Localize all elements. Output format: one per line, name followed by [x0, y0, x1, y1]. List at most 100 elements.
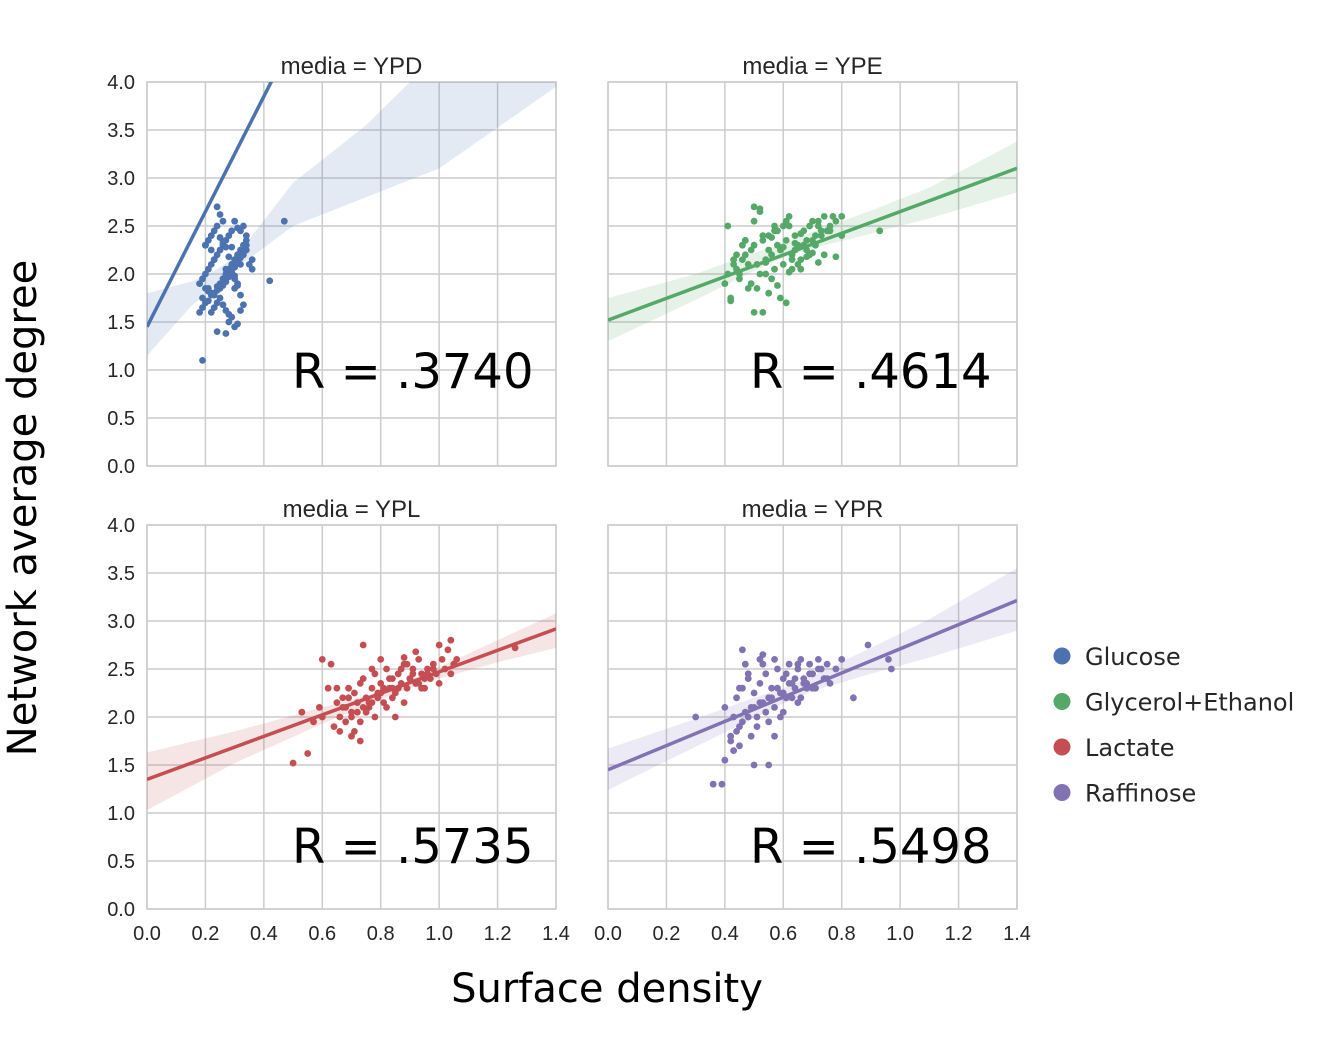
data-point	[400, 654, 408, 661]
data-point	[762, 708, 770, 716]
data-point	[747, 732, 755, 740]
data-point	[371, 713, 379, 721]
legend-item: Raffinose	[1053, 780, 1196, 808]
data-point	[771, 222, 778, 230]
data-point	[234, 320, 241, 328]
panel-title: media = YPD	[281, 53, 423, 80]
data-point	[345, 684, 352, 692]
x-tick-label: 1.2	[945, 923, 973, 945]
data-point	[750, 217, 758, 225]
y-tick-label: 3.5	[107, 120, 135, 142]
data-point	[741, 237, 749, 244]
data-point	[204, 297, 212, 305]
data-point	[753, 723, 761, 730]
data-point	[762, 670, 770, 678]
data-point	[225, 318, 233, 326]
data-point	[237, 291, 244, 299]
data-point	[791, 232, 799, 240]
data-point	[345, 694, 352, 702]
data-point	[412, 648, 420, 656]
data-point	[213, 203, 221, 211]
data-point	[409, 665, 417, 673]
panel-title: media = YPE	[742, 53, 882, 80]
data-point	[318, 656, 326, 663]
data-point	[415, 656, 423, 663]
data-point	[750, 761, 758, 769]
data-point	[219, 217, 227, 225]
r-value-annotation: R = .4614	[750, 344, 992, 400]
data-point	[738, 718, 746, 726]
r-value-annotation: R = .5735	[292, 819, 534, 875]
data-point	[359, 641, 367, 649]
data-point	[359, 675, 367, 682]
data-point	[213, 328, 221, 335]
data-point	[199, 357, 206, 364]
data-point	[782, 237, 790, 244]
data-point	[429, 660, 437, 668]
legend-marker	[1053, 647, 1071, 665]
y-tick-label: 1.0	[107, 360, 135, 382]
data-point	[762, 270, 770, 278]
data-point	[403, 684, 411, 692]
y-tick-label: 4.0	[107, 72, 135, 94]
data-point	[216, 294, 224, 302]
panel-frame	[607, 81, 1018, 467]
x-tick-label: 1.0	[886, 923, 914, 945]
data-point	[753, 713, 761, 721]
data-point	[351, 689, 358, 697]
data-point	[788, 256, 796, 263]
data-point	[794, 660, 802, 668]
data-point	[785, 268, 793, 276]
data-point	[348, 708, 355, 716]
facet-panels: media = YPD R = .3740 0.0 0.5 1.0 1.5 2.0 2.5 3.…	[107, 53, 1031, 945]
data-point	[820, 251, 828, 259]
data-point	[876, 227, 884, 235]
data-point	[438, 656, 446, 663]
data-point	[389, 694, 396, 702]
data-point	[339, 694, 347, 702]
data-point	[838, 213, 846, 220]
data-point	[771, 265, 778, 273]
x-tick-label: 0.8	[367, 923, 395, 945]
data-point	[768, 275, 775, 283]
data-point	[733, 728, 740, 735]
data-point	[444, 646, 452, 654]
x-tick-label: 1.0	[425, 923, 453, 945]
data-point	[718, 780, 726, 788]
legend-label: Glucose	[1085, 643, 1181, 671]
data-point	[779, 708, 787, 716]
data-point	[400, 699, 408, 706]
data-point	[362, 708, 370, 716]
data-point	[391, 713, 399, 721]
data-point	[759, 660, 767, 668]
data-point	[356, 718, 364, 726]
y-axis-label: Network average degree	[0, 260, 46, 756]
y-tick-label: 2.0	[107, 264, 135, 286]
data-point	[383, 704, 390, 711]
data-point	[771, 656, 778, 663]
x-tick-label: 0.0	[133, 923, 161, 945]
data-point	[228, 243, 236, 251]
data-point	[779, 261, 787, 268]
data-point	[736, 742, 743, 750]
data-point	[750, 203, 758, 211]
data-point	[216, 211, 224, 218]
regression-line	[608, 598, 1017, 772]
data-point	[324, 684, 332, 692]
y-tick-label: 0.0	[107, 456, 135, 478]
data-point	[383, 665, 390, 673]
data-point	[823, 660, 831, 668]
data-point	[242, 246, 250, 254]
data-point	[368, 699, 376, 706]
y-tick-label: 2.5	[107, 659, 135, 681]
data-point	[330, 723, 338, 730]
data-point	[721, 756, 729, 764]
data-point	[736, 275, 743, 283]
regression-line	[608, 166, 1017, 322]
y-tick-label: 1.5	[107, 755, 135, 777]
data-point	[240, 301, 247, 309]
regression-line	[147, 627, 556, 782]
data-point	[248, 265, 256, 273]
data-point	[756, 270, 764, 278]
data-point	[403, 660, 411, 668]
